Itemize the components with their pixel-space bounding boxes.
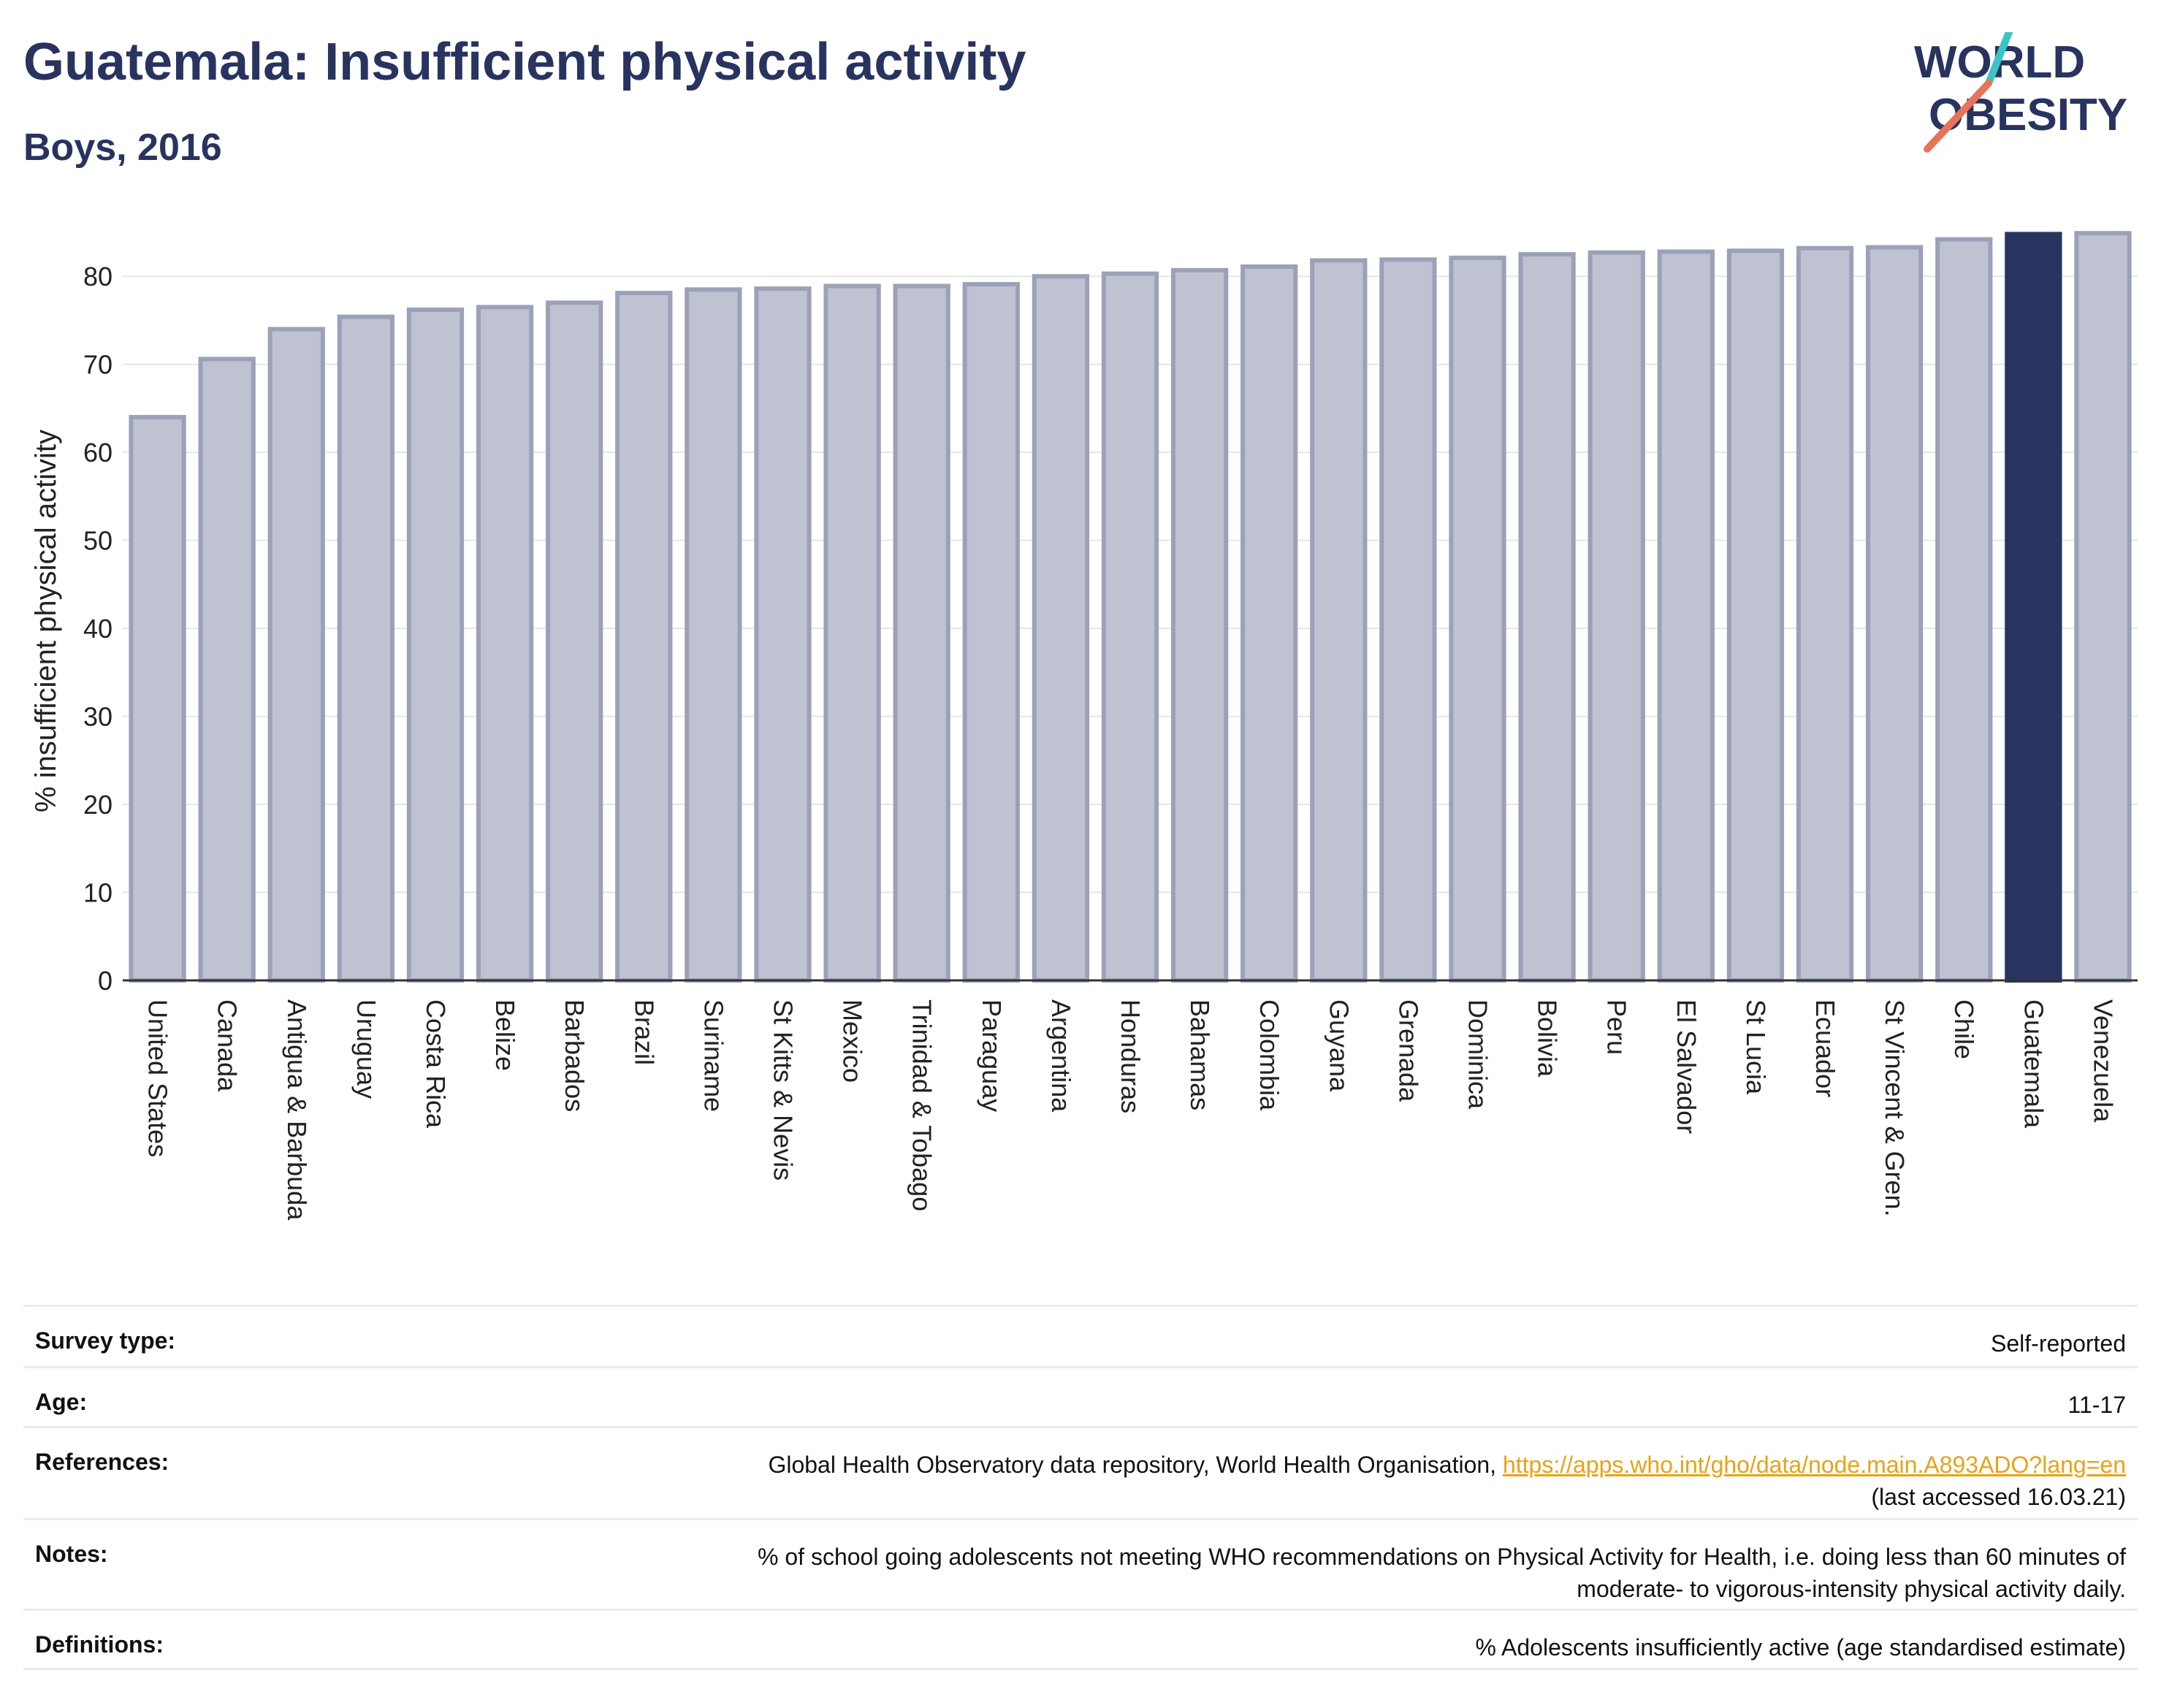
bar-brazil [615,291,673,983]
y-tick-label: 50 [83,526,113,556]
bar-st-lucia [1726,248,1785,983]
definitions-label: Definitions: [35,1631,164,1658]
bar-st-kitts-nevis [754,286,812,983]
age-row: Age: 11-17 [23,1366,2138,1426]
bar-belize [476,305,534,983]
bar-antigua-barbuda [267,327,325,983]
x-tick-label: Mexico [838,999,868,1083]
x-tick-label: Bahamas [1185,999,1215,1110]
bar-costa-rica [406,308,465,983]
y-axis-label: % insufficient physical activity [30,430,62,812]
x-tick-label: Belize [490,999,520,1071]
notes-line1: % of school going adolescents not meetin… [758,1544,2126,1570]
bar-suriname [685,287,742,983]
chart-subtitle: Boys, 2016 [23,126,222,169]
y-tick-label: 30 [83,702,113,732]
x-tick-label: Costa Rica [421,999,451,1129]
bar-peru [1588,250,1645,983]
x-tick-label: Canada [213,999,243,1092]
notes-row: Notes: % of school going adolescents not… [23,1518,2138,1609]
x-tick-label: Brazil [629,999,659,1065]
survey-type-row: Survey type: Self-reported [23,1305,2138,1366]
notes-label: Notes: [35,1541,108,1567]
definitions-row: Definitions: % Adolescents insufficientl… [23,1609,2138,1670]
bar-venezuela [2074,231,2132,983]
bar-bahamas [1170,267,1229,983]
bar-grenada [1379,257,1437,983]
bar-united-states [129,414,186,983]
survey-type-label: Survey type: [35,1327,176,1354]
references-label: References: [35,1449,169,1475]
x-tick-label: Bolivia [1533,999,1563,1078]
y-tick-label: 20 [83,790,113,820]
bar-honduras [1101,271,1159,983]
notes-value: % of school going adolescents not meetin… [758,1520,2126,1609]
x-tick-label: St Kitts & Nevis [768,999,798,1181]
survey-type-value: Self-reported [1991,1330,2126,1357]
world-obesity-logo: WORLD OBESITY [1914,32,2127,153]
references-link[interactable]: https://apps.who.int/gho/data/node.main.… [1502,1452,2126,1478]
x-tick-label: Antigua & Barbuda [282,999,312,1221]
bar-chile [1935,237,1993,983]
x-tick-label: Argentina [1046,999,1076,1113]
x-tick-label: Barbados [560,999,590,1112]
bar-barbados [546,300,603,983]
y-tick-label: 10 [83,878,113,908]
definitions-value: % Adolescents insufficiently active (age… [1475,1634,2126,1661]
bar-chart: 0 10 20 30 40 50 60 70 80 United States Canada Ant… [30,231,2138,1221]
x-tick-label: St Lucia [1741,999,1771,1095]
y-tick-label: 60 [83,438,113,468]
bar-st-vincent-gren- [1865,245,1924,983]
x-axis-ticks: United States Canada Antigua & Barbuda Urug… [143,999,2119,1221]
x-tick-label: Guatemala [2019,999,2048,1129]
references-value: Global Health Observatory data repositor… [768,1428,2126,1518]
age-value: 11-17 [2067,1392,2126,1418]
x-tick-label: El Salvador [1672,999,1701,1134]
y-tick-label: 70 [83,350,113,380]
bar-dominica [1449,255,1506,983]
x-tick-label: Grenada [1393,999,1423,1102]
x-tick-label: Dominica [1463,999,1493,1110]
info-table: Survey type: Self-reported Age: 11-17 Re… [23,1305,2138,1670]
x-tick-label: United States [143,999,173,1157]
x-tick-label: Ecuador [1810,999,1840,1097]
bar-paraguay [962,282,1020,983]
x-tick-label: Chile [1949,999,1979,1059]
bar-trinidad-tobago [893,283,950,983]
bar-uruguay [337,314,395,983]
x-tick-label: Honduras [1116,999,1146,1113]
x-tick-label: Suriname [698,999,728,1112]
bar-canada [198,357,256,983]
x-tick-label: Venezuela [2088,999,2118,1123]
x-tick-label: Guyana [1324,999,1354,1092]
notes-line2: moderate- to vigorous-intensity physical… [1577,1576,2126,1602]
x-tick-label: Paraguay [977,999,1007,1112]
bar-mexico [823,283,881,983]
x-tick-label: Colombia [1254,999,1284,1111]
bar-guatemala [2005,232,2062,983]
y-axis-ticks: 0 10 20 30 40 50 60 70 80 [83,262,113,996]
chart-title: Guatemala: Insufficient physical activit… [23,33,1026,91]
x-tick-label: Trinidad & Tobago [907,999,937,1211]
x-tick-label: St Vincent & Gren. [1880,999,1910,1217]
y-tick-label: 80 [83,262,113,291]
references-row: References: Global Health Observatory da… [23,1426,2138,1518]
x-tick-label: Uruguay [351,999,381,1099]
bar-colombia [1240,264,1298,983]
y-tick-label: 0 [98,966,113,996]
references-text: Global Health Observatory data repositor… [768,1452,1503,1478]
references-accessed: (last accessed 16.03.21) [1871,1484,2126,1510]
bar-el-salvador [1657,249,1715,983]
y-tick-label: 40 [83,614,113,644]
bar-bolivia [1518,252,1576,983]
age-label: Age: [35,1389,88,1415]
bar-argentina [1032,274,1090,983]
bar-guyana [1310,258,1368,983]
bar-ecuador [1796,245,1854,983]
x-tick-label: Peru [1602,999,1632,1055]
bars [129,231,2132,983]
